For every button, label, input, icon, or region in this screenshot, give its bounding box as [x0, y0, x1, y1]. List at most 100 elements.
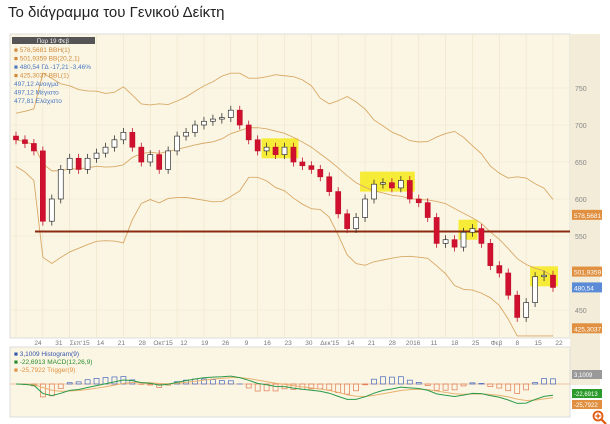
candle: [496, 265, 503, 274]
candle: [478, 228, 485, 244]
macd-label-bg: [572, 370, 602, 379]
histogram-bar: [227, 380, 234, 385]
candle: [129, 132, 136, 148]
candle: [147, 154, 154, 163]
histogram-bar: [442, 383, 449, 391]
x-tick-label: 15: [535, 340, 543, 347]
candle: [219, 117, 225, 120]
histogram-bar: [57, 383, 64, 389]
candle: [532, 276, 538, 303]
histogram-bar: [550, 378, 556, 385]
date-header-bg: [12, 37, 95, 44]
price-label: 425,3037: [574, 326, 601, 333]
candle: [424, 202, 431, 218]
x-tick-label: Φεβ: [491, 340, 503, 347]
histogram-bar: [263, 383, 270, 392]
histogram-bar: [272, 383, 279, 392]
candle: [192, 124, 198, 133]
candle: [138, 146, 145, 163]
macd-label-bg: [572, 400, 602, 409]
candle: [460, 231, 467, 248]
price-label: 480,54: [574, 285, 594, 292]
legend-item: ■ 425,3037 BBL(1): [14, 73, 69, 80]
x-tick-label: 14: [97, 340, 105, 347]
histogram-bar: [424, 383, 431, 386]
histogram-bar: [433, 383, 440, 391]
x-tick-label: 24: [34, 340, 42, 347]
histogram-bar: [201, 378, 207, 385]
candle: [102, 146, 109, 154]
candle: [317, 169, 324, 178]
candle: [308, 165, 315, 170]
candle: [344, 213, 350, 229]
candle: [272, 146, 279, 155]
candle: [210, 118, 216, 122]
histogram-bar: [344, 383, 350, 395]
legend-item: 477,81 Ελάχιστο: [14, 97, 62, 105]
histogram-bar: [478, 383, 485, 385]
macd-line: [15, 375, 554, 404]
candle: [406, 180, 413, 200]
candle: [281, 146, 288, 155]
trigger-line: [15, 377, 554, 401]
histogram-bar: [398, 376, 404, 385]
candle: [523, 302, 530, 318]
candle: [183, 132, 189, 137]
candle: [84, 157, 91, 170]
histogram-bar: [469, 382, 476, 385]
x-tick-label: 18: [451, 340, 459, 347]
legend-item: ■ 578,5681 BBH(1): [14, 47, 70, 54]
macd-label: -22,6913: [574, 392, 598, 398]
zoom-icon[interactable]: [592, 410, 604, 422]
x-tick-label: 28: [389, 340, 397, 347]
legend-item: ■ 480,54 ΓΔ -17,21 -3,46%: [14, 64, 91, 71]
x-tick-label: 9: [245, 340, 249, 347]
histogram-bar: [147, 383, 154, 386]
price-panel: [9, 33, 571, 339]
y-tick-label: 700: [575, 123, 587, 130]
candle: [93, 152, 100, 159]
histogram-bar: [451, 383, 458, 391]
candle: [415, 198, 422, 204]
candle: [31, 143, 37, 152]
legend-item: 497,12 Ανοιγμα: [14, 81, 59, 88]
histogram-bar: [93, 378, 100, 385]
histogram-bar: [415, 382, 422, 385]
histogram-bar: [75, 381, 82, 385]
legend-item: 497,12 Μέγιστο: [14, 89, 59, 97]
histogram-bar: [380, 376, 386, 385]
histogram-bar: [406, 379, 413, 385]
bollinger-upper: [15, 72, 554, 200]
candle: [389, 182, 395, 189]
histogram-bar: [460, 383, 467, 387]
histogram-bar: [254, 383, 261, 392]
candle: [442, 239, 449, 244]
candle: [362, 198, 368, 218]
candle: [353, 217, 359, 229]
candle: [398, 180, 404, 189]
y-tick-label: 450: [575, 308, 587, 315]
candle: [111, 139, 118, 148]
histogram-bar: [514, 383, 521, 394]
histogram-bar: [532, 382, 538, 385]
candle: [13, 135, 19, 141]
histogram-bar: [541, 378, 547, 385]
x-tick-label: 14: [347, 340, 355, 347]
candle: [245, 124, 252, 141]
histogram-bar: [487, 383, 494, 387]
candle: [22, 139, 28, 144]
macd-legend-item: ■ -25,7922 Trigger(9): [14, 367, 75, 374]
candle: [48, 198, 55, 222]
y-tick-label: 750: [575, 86, 587, 93]
zoom-icon-handle: [600, 418, 607, 424]
candle: [550, 274, 556, 288]
candle: [290, 146, 297, 163]
x-tick-label: 2016: [406, 340, 421, 347]
date-header: Παρ 19 Φεβ: [37, 39, 70, 45]
x-tick-label: 21: [118, 340, 126, 347]
histogram-bar: [129, 379, 136, 385]
candle: [505, 272, 512, 296]
macd-label: -25,7922: [574, 403, 598, 409]
histogram-bar: [496, 383, 503, 389]
